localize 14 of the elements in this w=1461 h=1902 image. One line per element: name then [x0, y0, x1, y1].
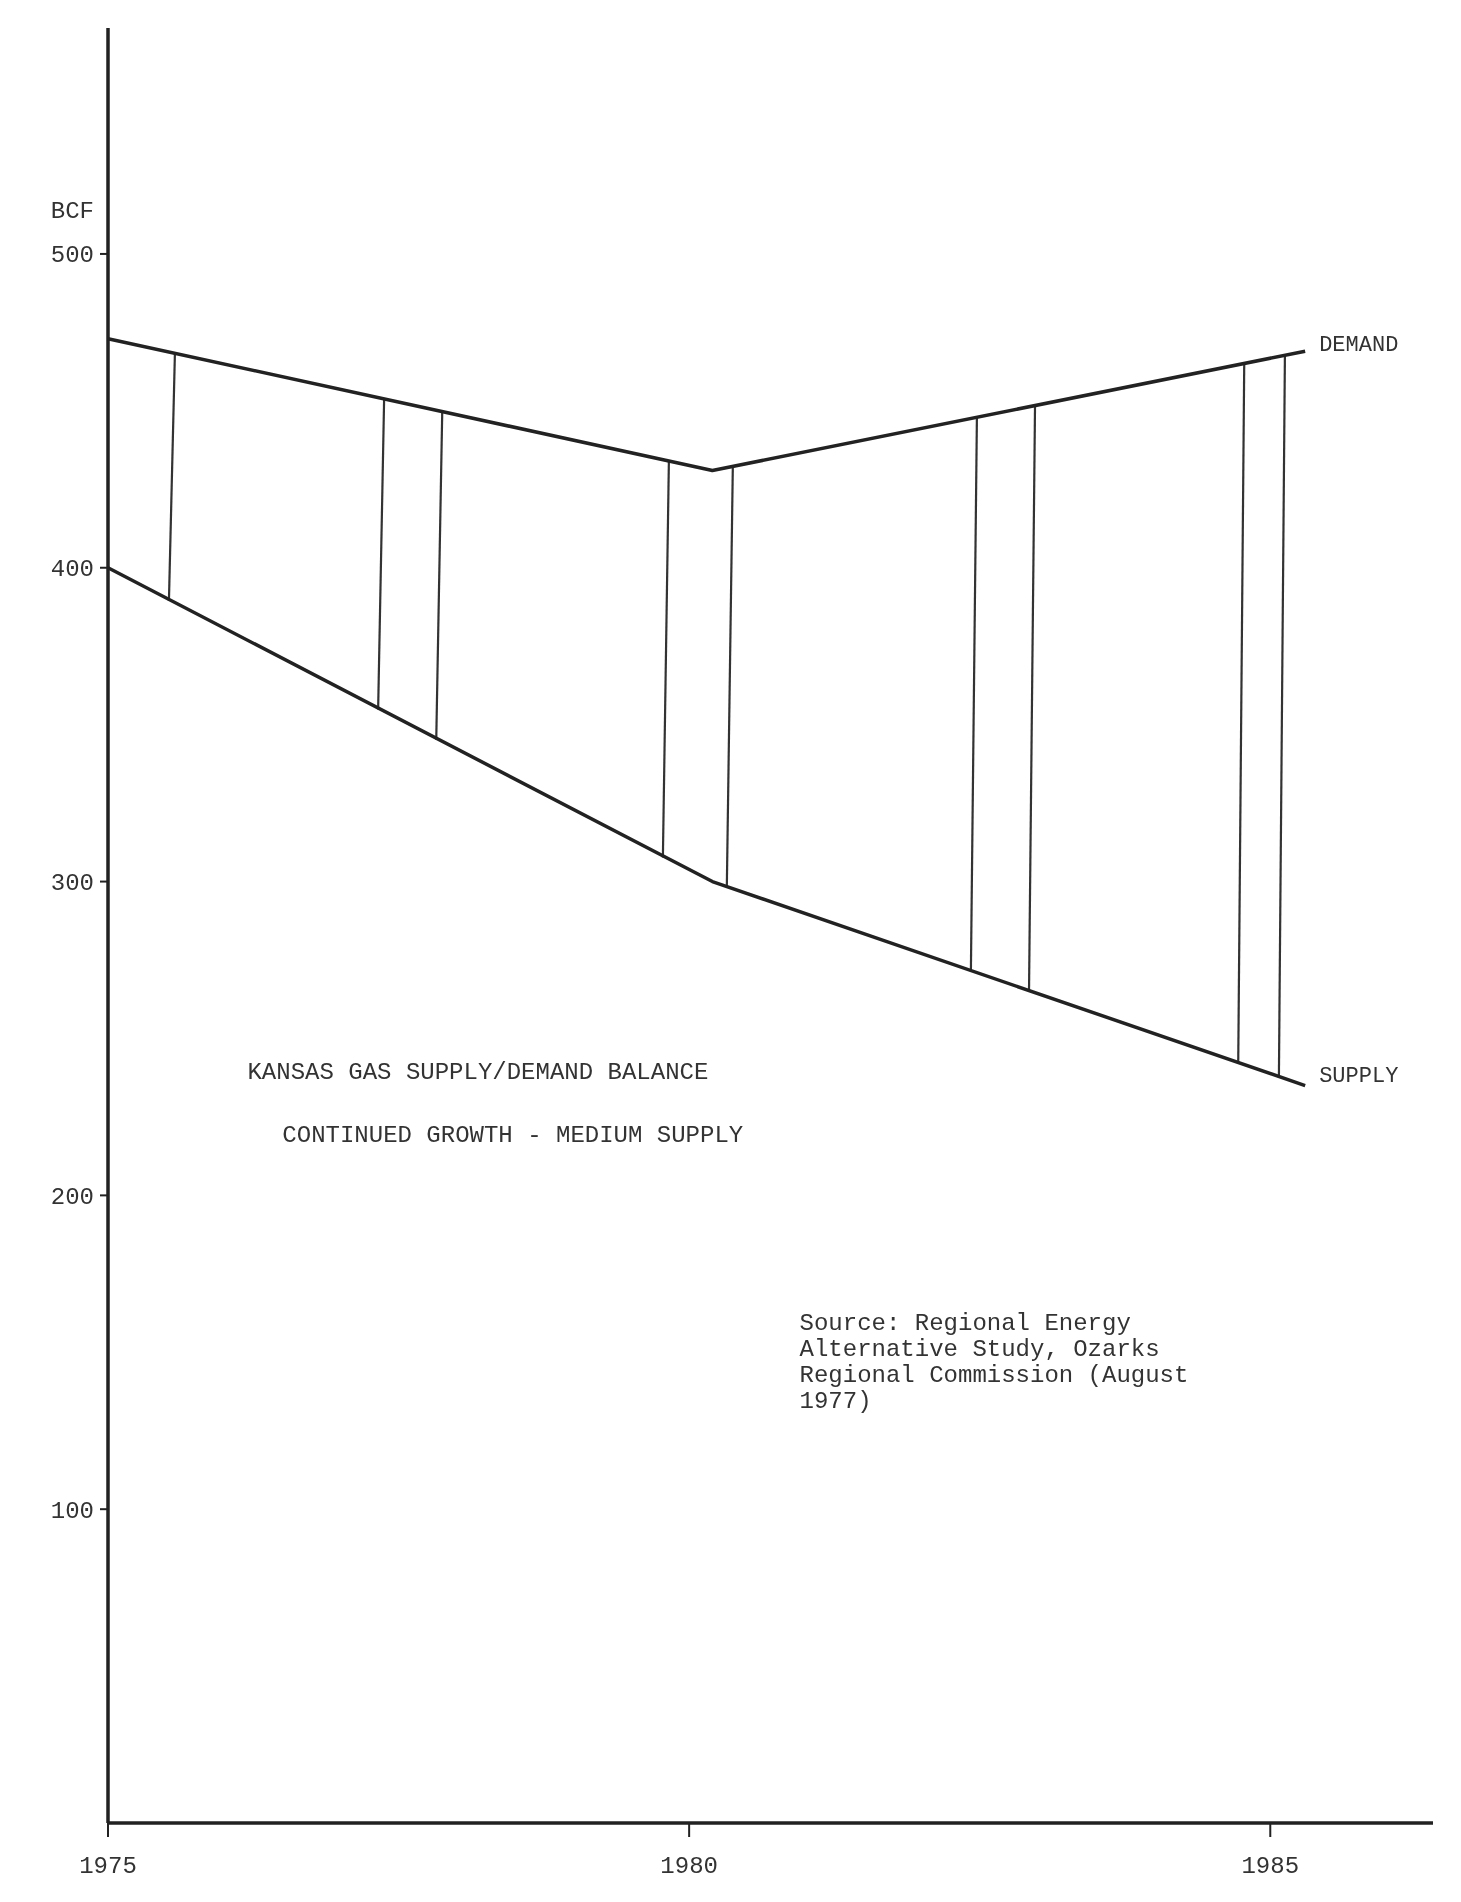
annotation: Source: Regional Energy Alternative Study, Ozarks Regional Commission (August 1977) [799, 1310, 1189, 1416]
x-tick-label: 1985 [1241, 1853, 1300, 1880]
text: KANSAS GAS SUPPLY/DEMAND BALANCE [247, 1059, 709, 1087]
y-tick-label: 200 [50, 1183, 94, 1211]
text: CONTINUED GROWTH - MEDIUM SUPPLY [282, 1122, 744, 1150]
x-tick-label: 1980 [660, 1853, 718, 1880]
y-tick-label: 100 [50, 1497, 94, 1525]
x-tick-label: 1975 [79, 1853, 137, 1880]
y-tick-label: 300 [50, 869, 94, 897]
y-tick-label: 400 [50, 556, 94, 584]
y-tick-label: 500 [50, 242, 94, 270]
y-axis-title: BCF [50, 197, 94, 225]
series-label: SUPPLY [1319, 1063, 1399, 1089]
series-label: DEMAND [1319, 333, 1399, 359]
